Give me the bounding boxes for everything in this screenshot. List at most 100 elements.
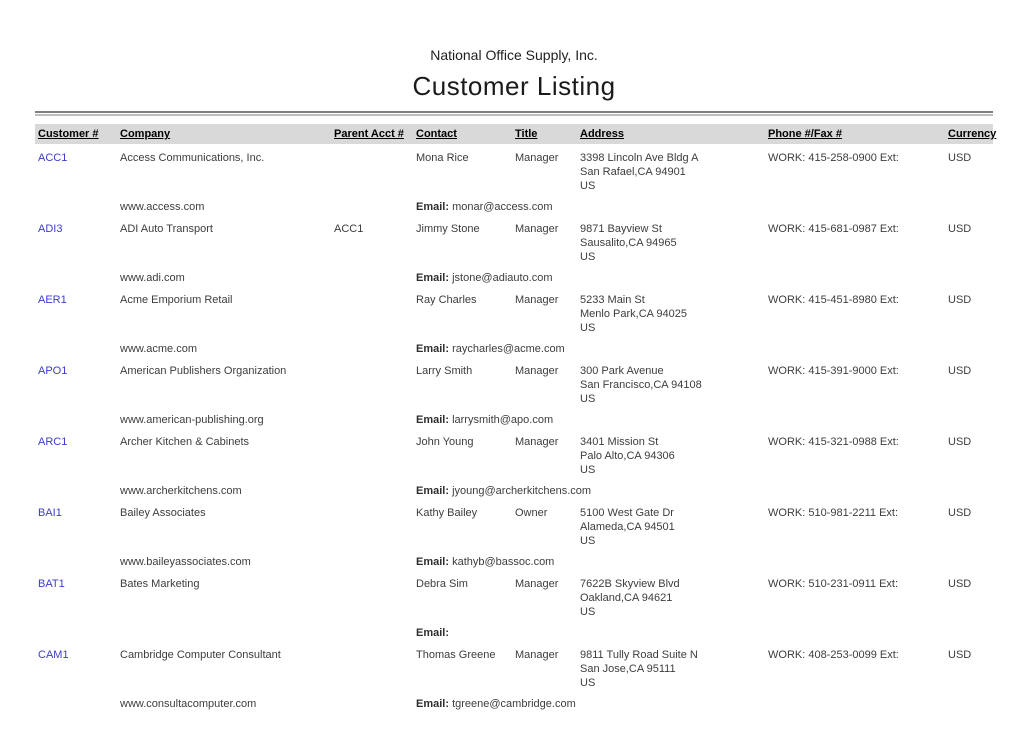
customer-subrow: www.american-publishing.org Email: larry… <box>35 406 993 431</box>
email-value: jstone@adiauto.com <box>452 272 553 284</box>
customer-subrow: www.adi.com Email: jstone@adiauto.com <box>35 264 993 289</box>
address-line-2: Oakland,CA 94621 <box>580 592 673 604</box>
customer-id-link[interactable]: ADI3 <box>38 223 63 235</box>
parent-acct-cell: ACC1 <box>334 223 364 235</box>
customer-id-link[interactable]: ARC1 <box>38 436 68 448</box>
email-value: jyoung@archerkitchens.com <box>452 485 592 497</box>
email-value: raycharles@acme.com <box>452 343 565 355</box>
email-label: Email: <box>416 556 453 568</box>
email-cell: Email: jstone@adiauto.com <box>413 271 993 285</box>
column-header-currency: Currency <box>948 128 997 140</box>
company-cell: American Publishers Organization <box>120 365 287 377</box>
phone-cell: WORK: 415-391-9000 Ext: <box>768 365 899 377</box>
customer-id-link[interactable]: BAT1 <box>38 578 65 590</box>
email-label: Email: <box>416 627 450 639</box>
phone-cell: WORK: 415-451-8980 Ext: <box>768 294 899 306</box>
email-label: Email: <box>416 698 453 710</box>
address-line-1: 300 Park Avenue <box>580 365 664 377</box>
column-header-customer-id: Customer # <box>38 128 99 140</box>
website-cell: www.access.com <box>120 201 205 213</box>
address-cell: 5233 Main St Menlo Park,CA 94025 US <box>577 293 765 335</box>
contact-cell: John Young <box>416 436 474 448</box>
customer-id-link[interactable]: BAI1 <box>38 507 62 519</box>
address-line-2: San Francisco,CA 94108 <box>580 379 702 391</box>
email-label: Email: <box>416 343 453 355</box>
email-cell: Email: tgreene@cambridge.com <box>413 697 993 711</box>
column-header-phone-fax: Phone #/Fax # <box>768 128 842 140</box>
customer-id-link[interactable]: CAM1 <box>38 649 69 661</box>
email-label: Email: <box>416 414 453 426</box>
email-cell: Email: kathyb@bassoc.com <box>413 555 993 569</box>
customer-row: BAT1 Bates Marketing Debra Sim Manager 7… <box>35 573 993 619</box>
email-value: tgreene@cambridge.com <box>452 698 576 710</box>
customer-row-group: BAT1 Bates Marketing Debra Sim Manager 7… <box>35 573 993 644</box>
website-cell: www.consultacomputer.com <box>120 698 257 710</box>
customer-row-group: AER1 Acme Emporium Retail Ray Charles Ma… <box>35 289 993 360</box>
email-value: kathyb@bassoc.com <box>452 556 555 568</box>
address-line-2: San Rafael,CA 94901 <box>580 166 686 178</box>
customer-row: ACC1 Access Communications, Inc. Mona Ri… <box>35 147 993 193</box>
address-cell: 3398 Lincoln Ave Bldg A San Rafael,CA 94… <box>577 151 765 193</box>
company-cell: Bates Marketing <box>120 578 200 590</box>
contact-cell: Debra Sim <box>416 578 468 590</box>
customer-row-group: ACC1 Access Communications, Inc. Mona Ri… <box>35 147 993 218</box>
currency-cell: USD <box>948 152 972 164</box>
title-cell: Manager <box>515 649 559 661</box>
address-line-1: 5100 West Gate Dr <box>580 507 674 519</box>
address-line-3: US <box>580 535 596 547</box>
customer-subrow: Email: <box>35 619 993 644</box>
customer-row-group: ARC1 Archer Kitchen & Cabinets John Youn… <box>35 431 993 502</box>
website-cell: www.acme.com <box>120 343 198 355</box>
address-line-2: Sausalito,CA 94965 <box>580 237 677 249</box>
currency-cell: USD <box>948 507 972 519</box>
customer-id-link[interactable]: AER1 <box>38 294 67 306</box>
email-value: monar@access.com <box>452 201 553 213</box>
company-name: National Office Supply, Inc. <box>430 47 598 63</box>
website-cell: www.adi.com <box>120 272 185 284</box>
address-line-2: Menlo Park,CA 94025 <box>580 308 688 320</box>
title-cell: Owner <box>515 507 548 519</box>
title-cell: Manager <box>515 294 559 306</box>
customer-id-link[interactable]: ACC1 <box>38 152 68 164</box>
column-header-contact: Contact <box>416 128 457 140</box>
customer-row: AER1 Acme Emporium Retail Ray Charles Ma… <box>35 289 993 335</box>
title-cell: Manager <box>515 223 559 235</box>
customer-subrow: www.acme.com Email: raycharles@acme.com <box>35 335 993 360</box>
email-cell: Email: raycharles@acme.com <box>413 342 993 356</box>
email-label: Email: <box>416 201 453 213</box>
title-cell: Manager <box>515 152 559 164</box>
column-header-company: Company <box>120 128 171 140</box>
phone-cell: WORK: 408-253-0099 Ext: <box>768 649 899 661</box>
currency-cell: USD <box>948 223 972 235</box>
customer-id-link[interactable]: APO1 <box>38 365 68 377</box>
customer-subrow: www.access.com Email: monar@access.com <box>35 193 993 218</box>
column-header-title: Title <box>515 128 538 140</box>
address-line-3: US <box>580 464 596 476</box>
address-cell: 7622B Skyview Blvd Oakland,CA 94621 US <box>577 577 765 619</box>
address-line-1: 9871 Bayview St <box>580 223 662 235</box>
website-cell: www.archerkitchens.com <box>120 485 242 497</box>
company-cell: Cambridge Computer Consultant <box>120 649 281 661</box>
address-line-1: 7622B Skyview Blvd <box>580 578 680 590</box>
customer-row: CAM1 Cambridge Computer Consultant Thoma… <box>35 644 993 690</box>
address-cell: 300 Park Avenue San Francisco,CA 94108 U… <box>577 364 765 406</box>
contact-cell: Thomas Greene <box>416 649 496 661</box>
customer-subrow: www.consultacomputer.com Email: tgreene@… <box>35 690 993 715</box>
address-line-3: US <box>580 180 596 192</box>
email-cell: Email: <box>413 626 993 640</box>
double-rule-divider <box>35 111 993 116</box>
customer-row: APO1 American Publishers Organization La… <box>35 360 993 406</box>
company-cell: Archer Kitchen & Cabinets <box>120 436 250 448</box>
company-cell: ADI Auto Transport <box>120 223 213 235</box>
address-line-3: US <box>580 322 596 334</box>
column-header-address: Address <box>580 128 625 140</box>
title-cell: Manager <box>515 436 559 448</box>
company-cell: Bailey Associates <box>120 507 206 519</box>
customer-row: BAI1 Bailey Associates Kathy Bailey Owne… <box>35 502 993 548</box>
address-line-3: US <box>580 606 596 618</box>
phone-cell: WORK: 415-321-0988 Ext: <box>768 436 899 448</box>
email-label: Email: <box>416 485 453 497</box>
address-line-1: 3398 Lincoln Ave Bldg A <box>580 152 699 164</box>
column-header-parent-acct: Parent Acct # <box>334 128 404 140</box>
address-line-3: US <box>580 251 596 263</box>
